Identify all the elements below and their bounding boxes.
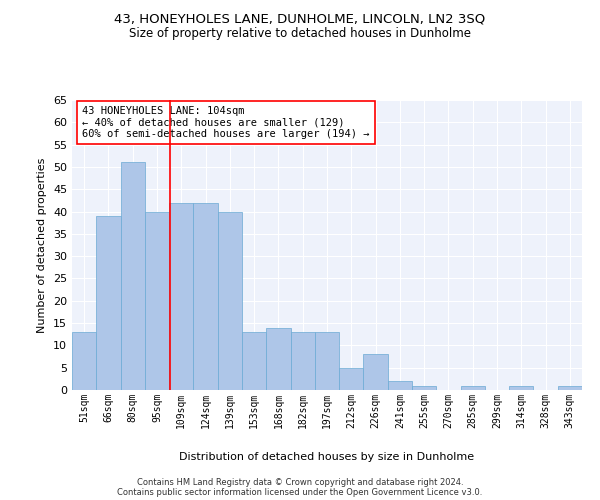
Bar: [193, 202, 218, 390]
Bar: [96, 216, 121, 390]
Text: Size of property relative to detached houses in Dunholme: Size of property relative to detached ho…: [129, 28, 471, 40]
Bar: [169, 202, 193, 390]
Bar: [121, 162, 145, 390]
Bar: [242, 332, 266, 390]
Bar: [72, 332, 96, 390]
Bar: [388, 381, 412, 390]
Bar: [218, 212, 242, 390]
Bar: [558, 386, 582, 390]
Bar: [339, 368, 364, 390]
Text: 43 HONEYHOLES LANE: 104sqm
← 40% of detached houses are smaller (129)
60% of sem: 43 HONEYHOLES LANE: 104sqm ← 40% of deta…: [82, 106, 370, 139]
Text: Distribution of detached houses by size in Dunholme: Distribution of detached houses by size …: [179, 452, 475, 462]
Y-axis label: Number of detached properties: Number of detached properties: [37, 158, 47, 332]
Bar: [315, 332, 339, 390]
Text: Contains HM Land Registry data © Crown copyright and database right 2024.: Contains HM Land Registry data © Crown c…: [137, 478, 463, 487]
Bar: [290, 332, 315, 390]
Bar: [509, 386, 533, 390]
Bar: [364, 354, 388, 390]
Bar: [266, 328, 290, 390]
Bar: [461, 386, 485, 390]
Text: 43, HONEYHOLES LANE, DUNHOLME, LINCOLN, LN2 3SQ: 43, HONEYHOLES LANE, DUNHOLME, LINCOLN, …: [115, 12, 485, 26]
Text: Contains public sector information licensed under the Open Government Licence v3: Contains public sector information licen…: [118, 488, 482, 497]
Bar: [412, 386, 436, 390]
Bar: [145, 212, 169, 390]
